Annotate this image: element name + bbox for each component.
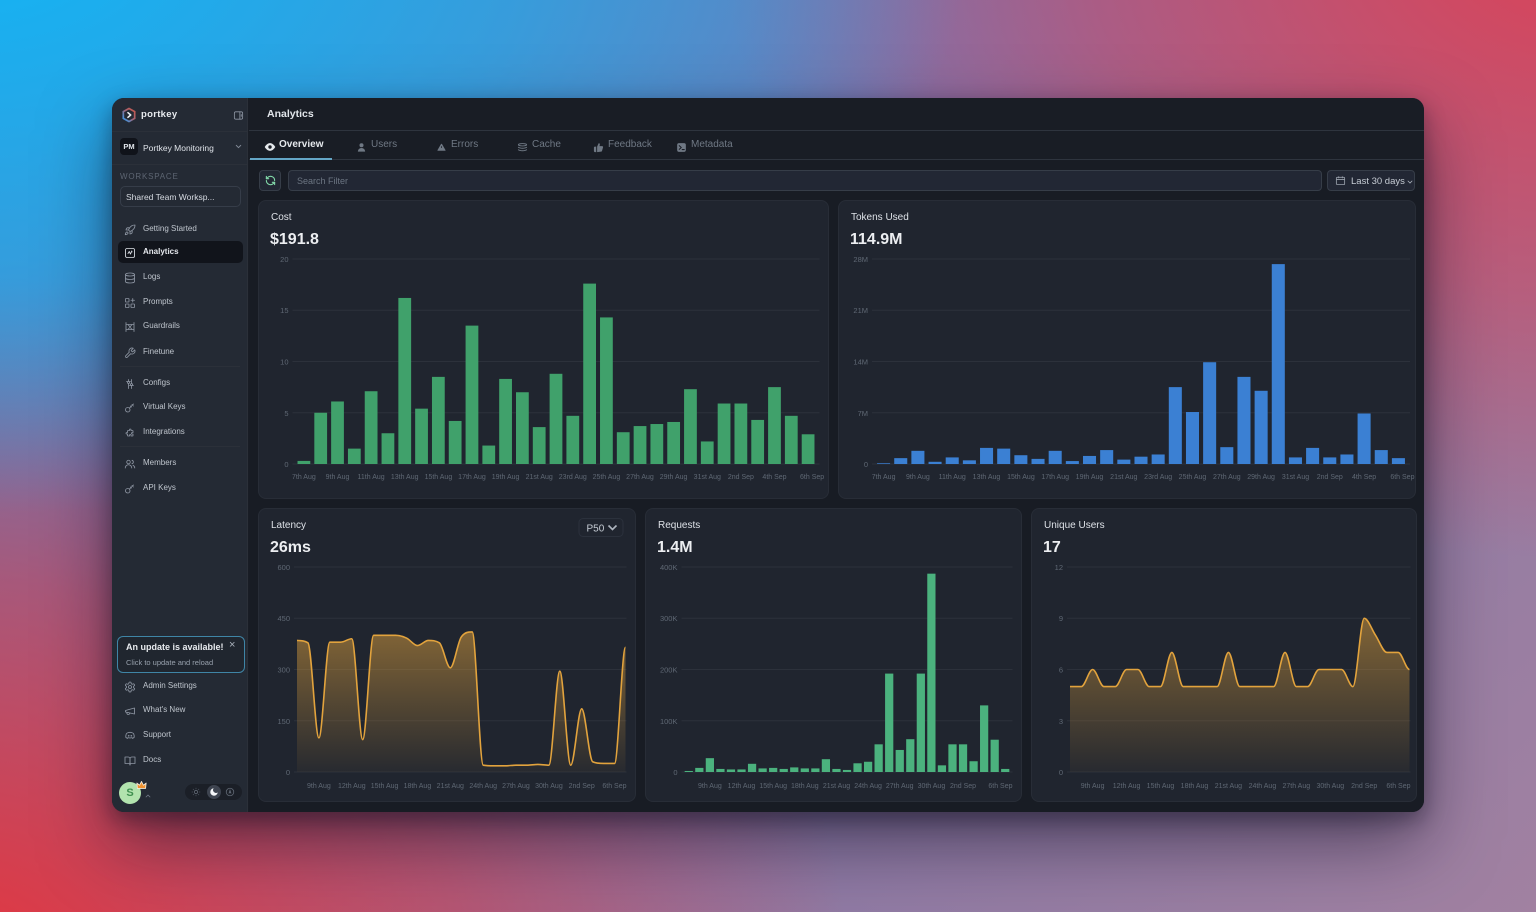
svg-text:17: 17 bbox=[1043, 539, 1061, 556]
svg-text:$191.8: $191.8 bbox=[270, 231, 319, 248]
svg-text:25th Aug: 25th Aug bbox=[1179, 474, 1207, 481]
svg-text:200K: 200K bbox=[659, 666, 677, 675]
svg-text:300: 300 bbox=[277, 666, 290, 675]
svg-text:21st Aug: 21st Aug bbox=[1214, 783, 1241, 790]
svg-text:13th Aug: 13th Aug bbox=[973, 474, 1001, 481]
svg-text:12th Aug: 12th Aug bbox=[338, 783, 366, 790]
svg-text:15th Aug: 15th Aug bbox=[1146, 783, 1174, 790]
svg-text:30th Aug: 30th Aug bbox=[535, 783, 563, 790]
svg-text:150: 150 bbox=[277, 717, 290, 726]
svg-text:14M: 14M bbox=[853, 358, 868, 367]
svg-text:13th Aug: 13th Aug bbox=[391, 474, 419, 481]
svg-text:2nd Sep: 2nd Sep bbox=[949, 783, 975, 790]
svg-text:27th Aug: 27th Aug bbox=[626, 474, 654, 481]
svg-text:2nd Sep: 2nd Sep bbox=[728, 474, 754, 481]
svg-text:0: 0 bbox=[286, 768, 290, 777]
svg-text:Cost: Cost bbox=[271, 212, 292, 223]
svg-text:26ms: 26ms bbox=[270, 539, 311, 556]
svg-text:9th Aug: 9th Aug bbox=[307, 783, 331, 790]
svg-text:100K: 100K bbox=[659, 717, 677, 726]
svg-text:0: 0 bbox=[284, 460, 288, 469]
svg-text:Requests: Requests bbox=[658, 520, 700, 531]
svg-text:114.9M: 114.9M bbox=[850, 231, 902, 248]
svg-text:15th Aug: 15th Aug bbox=[371, 783, 399, 790]
svg-text:24th Aug: 24th Aug bbox=[469, 783, 497, 790]
svg-text:2nd Sep: 2nd Sep bbox=[1317, 474, 1343, 481]
svg-text:21st Aug: 21st Aug bbox=[1110, 474, 1137, 481]
svg-text:28M: 28M bbox=[853, 255, 868, 264]
svg-text:7th Aug: 7th Aug bbox=[872, 474, 896, 481]
svg-text:31st Aug: 31st Aug bbox=[694, 474, 721, 481]
svg-text:12th Aug: 12th Aug bbox=[727, 783, 755, 790]
svg-text:23rd Aug: 23rd Aug bbox=[559, 474, 587, 481]
svg-text:29th Aug: 29th Aug bbox=[1247, 474, 1275, 481]
svg-text:2nd Sep: 2nd Sep bbox=[569, 783, 595, 790]
svg-text:12th Aug: 12th Aug bbox=[1112, 783, 1140, 790]
svg-text:9th Aug: 9th Aug bbox=[698, 783, 722, 790]
svg-text:Latency: Latency bbox=[271, 520, 306, 531]
svg-text:21st Aug: 21st Aug bbox=[526, 474, 553, 481]
svg-text:9th Aug: 9th Aug bbox=[326, 474, 350, 481]
svg-text:27th Aug: 27th Aug bbox=[885, 783, 913, 790]
svg-text:7M: 7M bbox=[858, 409, 868, 418]
svg-text:0: 0 bbox=[864, 460, 868, 469]
svg-text:24th Aug: 24th Aug bbox=[854, 783, 882, 790]
svg-text:400K: 400K bbox=[659, 563, 677, 572]
svg-text:30th Aug: 30th Aug bbox=[917, 783, 945, 790]
svg-text:27th Aug: 27th Aug bbox=[1282, 783, 1310, 790]
svg-text:0: 0 bbox=[1058, 768, 1062, 777]
svg-text:15th Aug: 15th Aug bbox=[425, 474, 453, 481]
svg-text:Tokens Used: Tokens Used bbox=[851, 212, 909, 223]
svg-text:15th Aug: 15th Aug bbox=[759, 783, 787, 790]
svg-text:21st Aug: 21st Aug bbox=[437, 783, 464, 790]
svg-text:6th Sep: 6th Sep bbox=[988, 783, 1012, 790]
svg-text:1.4M: 1.4M bbox=[657, 539, 693, 556]
svg-text:21st Aug: 21st Aug bbox=[822, 783, 849, 790]
svg-text:6th Sep: 6th Sep bbox=[800, 474, 824, 481]
svg-text:2nd Sep: 2nd Sep bbox=[1351, 783, 1377, 790]
svg-text:6: 6 bbox=[1058, 666, 1062, 675]
svg-text:600: 600 bbox=[277, 563, 290, 572]
svg-text:7th Aug: 7th Aug bbox=[292, 474, 316, 481]
svg-text:9: 9 bbox=[1058, 614, 1062, 623]
svg-text:19th Aug: 19th Aug bbox=[492, 474, 520, 481]
svg-text:10: 10 bbox=[280, 358, 288, 367]
svg-text:18th Aug: 18th Aug bbox=[1180, 783, 1208, 790]
svg-text:6th Sep: 6th Sep bbox=[602, 783, 626, 790]
svg-text:11th Aug: 11th Aug bbox=[939, 474, 966, 481]
svg-text:30th Aug: 30th Aug bbox=[1316, 783, 1344, 790]
svg-text:21M: 21M bbox=[853, 306, 868, 315]
svg-text:17th Aug: 17th Aug bbox=[1041, 474, 1069, 481]
svg-text:11th Aug: 11th Aug bbox=[358, 474, 385, 481]
svg-text:18th Aug: 18th Aug bbox=[790, 783, 818, 790]
svg-text:12: 12 bbox=[1054, 563, 1062, 572]
svg-text:450: 450 bbox=[277, 614, 290, 623]
svg-text:25th Aug: 25th Aug bbox=[593, 474, 621, 481]
svg-text:15: 15 bbox=[280, 306, 288, 315]
svg-text:5: 5 bbox=[284, 409, 288, 418]
svg-text:4th Sep: 4th Sep bbox=[1352, 474, 1376, 481]
svg-text:31st Aug: 31st Aug bbox=[1282, 474, 1309, 481]
svg-text:24th Aug: 24th Aug bbox=[1248, 783, 1276, 790]
svg-text:19th Aug: 19th Aug bbox=[1076, 474, 1104, 481]
svg-text:15th Aug: 15th Aug bbox=[1007, 474, 1035, 481]
svg-text:27th Aug: 27th Aug bbox=[1213, 474, 1241, 481]
svg-text:6th Sep: 6th Sep bbox=[1386, 783, 1410, 790]
svg-text:20: 20 bbox=[280, 255, 288, 264]
svg-text:27th Aug: 27th Aug bbox=[502, 783, 530, 790]
svg-text:9th Aug: 9th Aug bbox=[1080, 783, 1104, 790]
svg-text:9th Aug: 9th Aug bbox=[906, 474, 930, 481]
svg-text:18th Aug: 18th Aug bbox=[404, 783, 432, 790]
svg-text:3: 3 bbox=[1058, 717, 1062, 726]
svg-text:P50: P50 bbox=[587, 524, 605, 535]
svg-text:6th Sep: 6th Sep bbox=[1390, 474, 1414, 481]
svg-text:0: 0 bbox=[673, 768, 677, 777]
svg-text:29th Aug: 29th Aug bbox=[660, 474, 688, 481]
svg-text:4th Sep: 4th Sep bbox=[762, 474, 786, 481]
svg-text:300K: 300K bbox=[659, 614, 677, 623]
svg-text:23rd Aug: 23rd Aug bbox=[1144, 474, 1172, 481]
svg-text:17th Aug: 17th Aug bbox=[458, 474, 486, 481]
svg-text:Unique Users: Unique Users bbox=[1044, 520, 1105, 531]
